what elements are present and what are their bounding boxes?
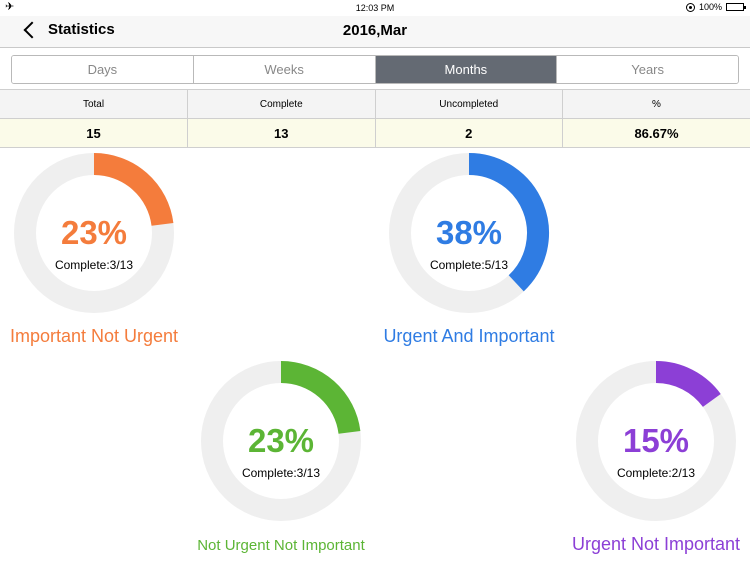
- value-complete: 13: [187, 118, 376, 147]
- donut-ring: [201, 361, 361, 521]
- header-uncompleted: Uncompleted: [375, 90, 563, 119]
- page-title: 2016,Mar: [342, 22, 408, 39]
- back-label: Statistics: [48, 21, 115, 38]
- category-label: Urgent Not Important: [571, 534, 741, 554]
- header-percent: %: [562, 90, 750, 119]
- tab-years[interactable]: Years: [557, 56, 738, 83]
- complete-text: Complete:5/13: [429, 258, 509, 272]
- status-bar: ✈ 12:03 PM 100%: [0, 0, 750, 16]
- complete-text: Complete:3/13: [54, 258, 134, 272]
- category-label: Urgent And Important: [383, 326, 555, 346]
- tab-weeks[interactable]: Weeks: [193, 56, 376, 83]
- chart-not-urgent-not-important: 23% Complete:3/13 Not Urgent Not Importa…: [186, 358, 376, 558]
- ring-progress-arc: [655, 361, 721, 408]
- category-label: Important Not Urgent: [9, 326, 179, 346]
- complete-text: Complete:3/13: [241, 466, 321, 480]
- chart-important-not-urgent: 23% Complete:3/13 Important Not Urgent: [0, 150, 189, 350]
- airplane-mode-icon: ✈: [5, 1, 15, 13]
- period-segmented-control: Days Weeks Months Years: [11, 55, 739, 84]
- chart-urgent-and-important: 38% Complete:5/13 Urgent And Important: [374, 150, 564, 350]
- battery-percent: 100%: [698, 2, 722, 12]
- ring-progress-arc: [280, 361, 361, 435]
- summary-header-row: Total Complete Uncompleted %: [0, 90, 750, 119]
- summary-value-row: 15 13 2 86.67%: [0, 118, 750, 147]
- battery-icon: [726, 3, 746, 11]
- donut-ring: [576, 361, 736, 521]
- orientation-lock-icon: [685, 2, 695, 12]
- navigation-bar: Statistics 2016,Mar: [0, 16, 750, 48]
- percent-text: 23%: [247, 422, 315, 459]
- ring-progress-arc: [468, 153, 549, 292]
- category-label: Not Urgent Not Important: [197, 537, 365, 554]
- percent-text: 15%: [622, 422, 690, 459]
- donut-ring: [14, 153, 174, 313]
- tab-months[interactable]: Months: [375, 56, 558, 83]
- status-time: 12:03 PM: [355, 3, 395, 13]
- summary-table: Total Complete Uncompleted % 15 13 2 86.…: [0, 89, 750, 148]
- donut-ring: [389, 153, 549, 313]
- chart-urgent-not-important: 15% Complete:2/13 Urgent Not Important: [561, 358, 750, 558]
- ring-progress-arc: [93, 153, 174, 227]
- complete-text: Complete:2/13: [616, 466, 696, 480]
- percent-text: 23%: [60, 214, 128, 251]
- value-percent: 86.67%: [562, 118, 750, 147]
- tab-days[interactable]: Days: [12, 56, 194, 83]
- value-uncompleted: 2: [375, 118, 563, 147]
- value-total: 15: [0, 118, 188, 147]
- status-right: 100%: [685, 2, 746, 12]
- header-complete: Complete: [187, 90, 376, 119]
- back-button[interactable]: Statistics: [23, 21, 115, 38]
- percent-text: 38%: [435, 214, 503, 251]
- header-total: Total: [0, 90, 188, 119]
